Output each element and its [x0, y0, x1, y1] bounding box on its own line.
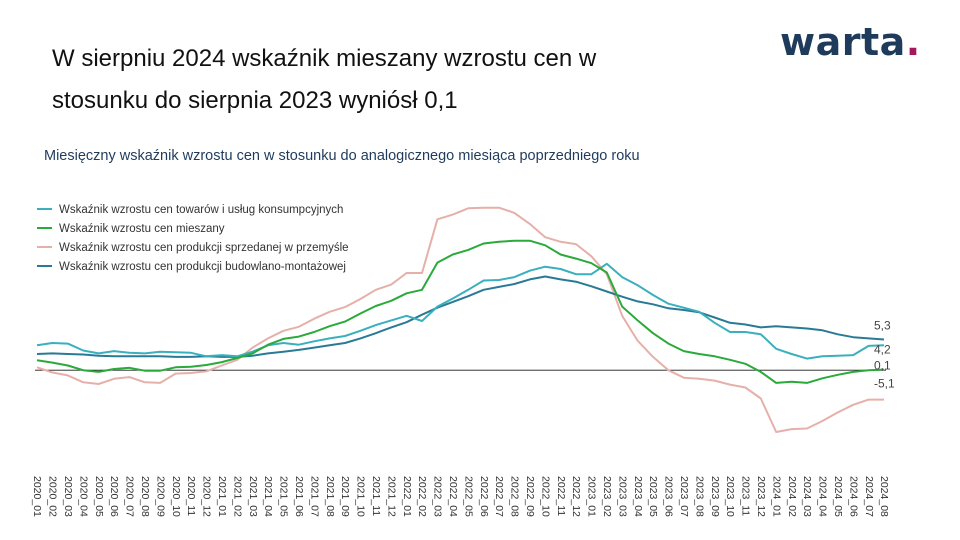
x-tick-label: 2024_08 [878, 476, 890, 517]
x-tick-label: 2023_12 [755, 476, 767, 517]
x-tick-label: 2024_01 [770, 476, 782, 517]
series-line-3 [36, 206, 884, 433]
x-tick-label: 2023_08 [693, 476, 705, 517]
end-value-label-4: -5,1 [874, 377, 895, 391]
x-tick-label: 2022_09 [524, 476, 536, 517]
x-tick-label: 2023_02 [601, 476, 613, 517]
x-tick-label: 2021_11 [370, 476, 382, 516]
x-tick-label: 2023_03 [616, 476, 628, 517]
page-title: W sierpniu 2024 wskaźnik mieszany wzrost… [52, 38, 692, 122]
x-tick-label: 2022_05 [462, 476, 474, 517]
x-tick-label: 2020_07 [124, 476, 136, 517]
series-line-4 [36, 275, 885, 358]
title-line-2: stosunku do sierpnia 2023 wyniósł 0,1 [52, 87, 458, 114]
x-tick-label: 2022_02 [416, 476, 428, 517]
logo-dot: . [905, 20, 921, 64]
end-value-label-3: 0,1 [874, 359, 891, 373]
x-tick-label: 2021_06 [293, 476, 305, 517]
x-tick-label: 2022_12 [570, 476, 582, 517]
x-tick-label: 2020_03 [62, 476, 74, 517]
x-tick-label: 2020_05 [93, 476, 105, 517]
x-tick-label: 2023_07 [678, 476, 690, 517]
series-line-2 [36, 239, 885, 384]
legend-label-1: Wskaźnik wzrostu cen towarów i usług kon… [59, 204, 343, 216]
x-tick-label: 2023_01 [586, 476, 598, 517]
x-tick-label: 2024_05 [832, 476, 844, 517]
x-tick-label: 2021_08 [324, 476, 336, 517]
x-tick-label: 2022_08 [509, 476, 521, 517]
x-tick-label: 2022_04 [447, 476, 459, 517]
x-tick-label: 2024_06 [847, 476, 859, 517]
chart-title: Miesięczny wskaźnik wzrostu cen w stosun… [44, 148, 640, 164]
title-line-1: W sierpniu 2024 wskaźnik mieszany wzrost… [52, 45, 597, 72]
legend-label-3: Wskaźnik wzrostu cen produkcji sprzedane… [59, 242, 349, 254]
x-tick-label: 2023_04 [632, 476, 644, 517]
x-tick-label: 2020_04 [77, 476, 89, 517]
x-tick-label: 2021_12 [385, 476, 397, 517]
x-tick-label: 2022_10 [539, 476, 551, 517]
legend-label-2: Wskaźnik wzrostu cen mieszany [59, 223, 225, 235]
x-tick-label: 2021_01 [216, 476, 228, 517]
legend-label-4: Wskaźnik wzrostu cen produkcji budowlano… [59, 261, 346, 273]
x-tick-label: 2022_07 [493, 476, 505, 517]
x-tick-label: 2022_01 [401, 476, 413, 517]
x-tick-label: 2024_03 [801, 476, 813, 517]
x-tick-label: 2021_02 [231, 476, 243, 517]
x-tick-label: 2021_10 [355, 476, 367, 517]
series-line-1 [36, 262, 885, 360]
x-tick-label: 2020_02 [47, 476, 59, 517]
x-tick-label: 2020_10 [170, 476, 182, 517]
x-tick-label: 2023_05 [647, 476, 659, 517]
logo-text: warta [780, 20, 906, 64]
end-value-label-1: 5,3 [874, 319, 891, 333]
x-tick-label: 2022_06 [478, 476, 490, 517]
x-tick-label: 2020_06 [108, 476, 120, 517]
x-tick-label: 2024_04 [817, 476, 829, 517]
x-tick-label: 2021_04 [262, 476, 274, 517]
x-tick-label: 2020_12 [201, 476, 213, 517]
x-tick-label: 2020_09 [154, 476, 166, 517]
x-tick-label: 2023_11 [740, 476, 752, 516]
x-tick-label: 2020_01 [31, 476, 43, 517]
x-tick-label: 2021_09 [339, 476, 351, 517]
x-tick-label: 2020_11 [185, 476, 197, 516]
x-tick-label: 2020_08 [139, 476, 151, 517]
warta-logo: warta. [780, 20, 921, 64]
x-tick-label: 2024_02 [786, 476, 798, 517]
end-value-label-2: 4,2 [874, 342, 891, 356]
x-tick-label: 2023_10 [724, 476, 736, 517]
x-tick-label: 2022_03 [432, 476, 444, 517]
x-tick-label: 2023_09 [709, 476, 721, 517]
x-tick-label: 2024_07 [863, 476, 875, 517]
x-tick-label: 2021_03 [247, 476, 259, 517]
x-tick-label: 2023_06 [663, 476, 675, 517]
x-tick-label: 2021_05 [278, 476, 290, 517]
x-tick-label: 2022_11 [555, 476, 567, 516]
x-tick-label: 2021_07 [308, 476, 320, 517]
